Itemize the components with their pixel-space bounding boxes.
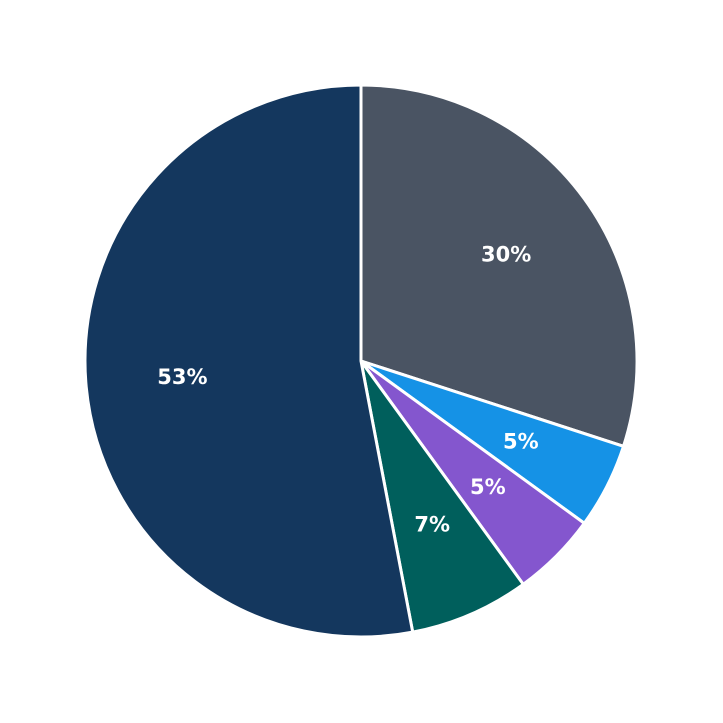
pie-slice — [83, 83, 415, 639]
slice-label: 5% — [470, 475, 506, 499]
slice-label: 53% — [157, 365, 207, 389]
slice-label: 5% — [503, 429, 539, 453]
slice-label: 7% — [414, 513, 450, 537]
slice-label: 30% — [481, 243, 531, 267]
pie-slice — [359, 359, 525, 634]
pie-slice — [359, 83, 639, 448]
